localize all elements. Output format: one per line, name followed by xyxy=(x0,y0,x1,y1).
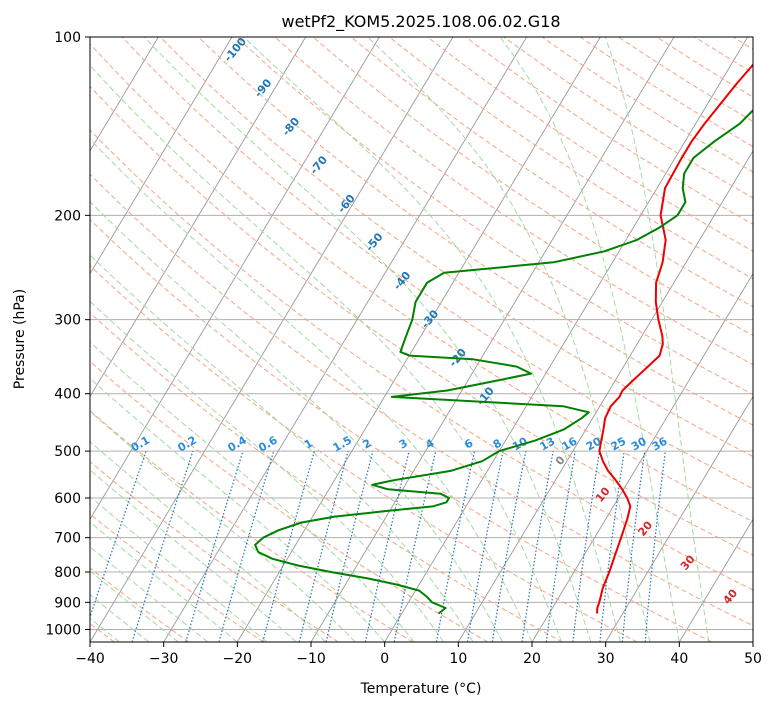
y-tick-label: 900 xyxy=(54,595,81,611)
y-tick-label: 400 xyxy=(54,387,81,403)
x-tick-label: −20 xyxy=(223,651,253,667)
y-tick-label: 800 xyxy=(54,565,81,581)
y-axis-label: Pressure (hPa) xyxy=(12,289,28,389)
x-tick-label: 10 xyxy=(449,651,467,667)
x-tick-label: 50 xyxy=(744,651,762,667)
y-tick-label: 500 xyxy=(54,444,81,460)
x-tick-label: 20 xyxy=(523,651,541,667)
y-tick-label: 300 xyxy=(54,313,81,329)
y-tick-label: 100 xyxy=(54,30,81,46)
x-tick-label: −40 xyxy=(75,651,105,667)
x-tick-label: 30 xyxy=(597,651,615,667)
x-axis-label: Temperature (°C) xyxy=(360,681,482,697)
y-tick-label: 700 xyxy=(54,531,81,547)
y-tick-label: 600 xyxy=(54,491,81,507)
x-tick-label: 40 xyxy=(670,651,688,667)
y-tick-label: 200 xyxy=(54,208,81,224)
x-tick-label: 0 xyxy=(380,651,389,667)
x-tick-label: −10 xyxy=(296,651,326,667)
y-tick-label: 1000 xyxy=(45,622,81,638)
chart-title: wetPf2_KOM5.2025.108.06.02.G18 xyxy=(281,12,560,32)
x-tick-label: −30 xyxy=(149,651,179,667)
